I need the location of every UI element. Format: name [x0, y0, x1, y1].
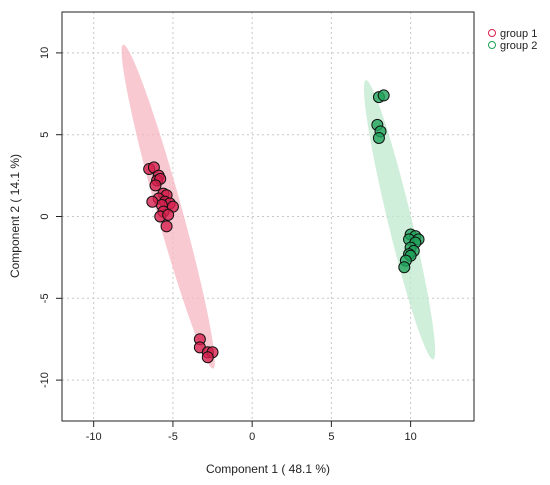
x-tick-label: 0	[249, 431, 255, 443]
y-tick-label: -5	[39, 293, 51, 303]
data-point-group-1	[149, 179, 162, 192]
x-tick-label: -10	[86, 431, 102, 443]
data-point-group-1	[162, 208, 175, 221]
y-tick-label: 10	[39, 47, 51, 59]
axis-ticks: -10 -5 0 5 10 -10 -5 0 5 10	[39, 47, 417, 443]
y-tick-label: -10	[39, 372, 51, 388]
y-axis-label: Component 2 ( 14.1 %)	[8, 154, 22, 278]
y-tick-label: 0	[39, 213, 51, 219]
x-axis-label: Component 1 ( 48.1 %)	[206, 462, 330, 476]
data-point-group-2	[377, 89, 390, 102]
legend-label-group-2: group 2	[500, 40, 537, 52]
data-point-group-1	[146, 195, 159, 208]
x-tick-label: 5	[328, 431, 334, 443]
y-tick-label: 5	[39, 132, 51, 138]
x-tick-label: -5	[168, 431, 178, 443]
data-point-group-1	[160, 220, 173, 233]
data-point-group-2	[398, 261, 411, 274]
data-point-group-1	[201, 351, 214, 364]
data-points	[143, 89, 425, 364]
legend-marker-group-2	[488, 41, 496, 49]
data-point-group-2	[372, 131, 385, 144]
x-tick-label: 10	[404, 431, 416, 443]
legend-label-group-1: group 1	[500, 28, 537, 40]
confidence-ellipse-group-2	[363, 80, 436, 360]
grid-layer	[62, 12, 474, 421]
legend-marker-group-1	[488, 29, 496, 37]
